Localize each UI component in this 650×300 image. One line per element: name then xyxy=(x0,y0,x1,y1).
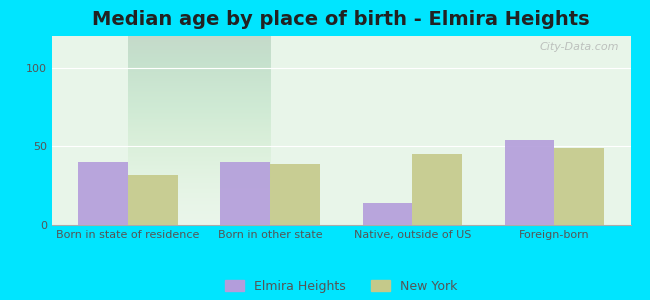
Legend: Elmira Heights, New York: Elmira Heights, New York xyxy=(220,275,462,298)
Bar xyxy=(78,162,128,225)
Bar xyxy=(363,203,412,225)
Bar xyxy=(554,148,604,225)
Bar xyxy=(504,140,554,225)
Bar xyxy=(128,175,178,225)
Title: Median age by place of birth - Elmira Heights: Median age by place of birth - Elmira He… xyxy=(92,10,590,29)
Bar xyxy=(270,164,320,225)
Text: City-Data.com: City-Data.com xyxy=(540,42,619,52)
Bar xyxy=(220,162,270,225)
Bar xyxy=(412,154,462,225)
